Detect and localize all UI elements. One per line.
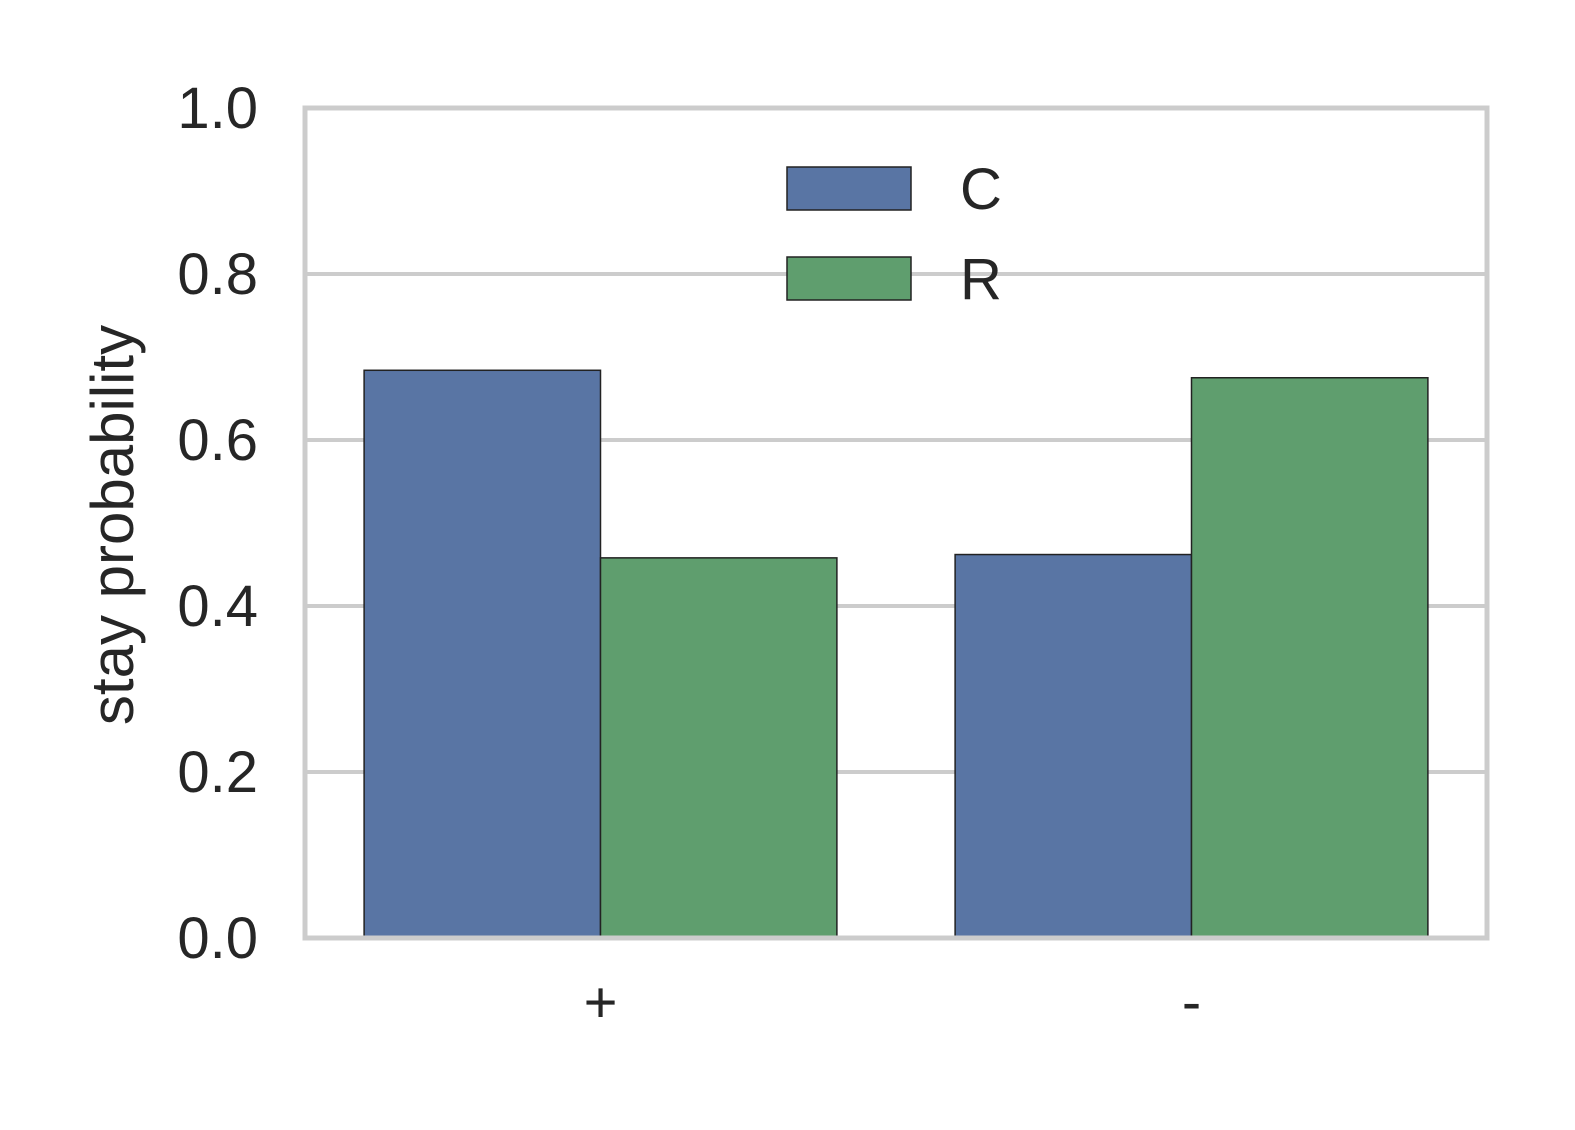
y-tick-label: 0.4: [177, 574, 258, 639]
x-tick-labels: + -: [584, 970, 1202, 1035]
bar-R-1: [1190, 377, 1429, 939]
legend-swatch-R: [786, 256, 912, 301]
bar-C-0: [363, 369, 602, 939]
legend-label-C: C: [960, 157, 1002, 222]
y-tick-label: 0.2: [177, 740, 258, 805]
y-axis-label: stay probability: [79, 325, 146, 725]
y-tick-labels: 0.0 0.2 0.4 0.6 0.8 1.0: [177, 76, 258, 971]
x-tick-label: -: [1182, 970, 1201, 1035]
y-tick-label: 1.0: [177, 76, 258, 141]
y-tick-label: 0.6: [177, 408, 258, 473]
legend-label-R: R: [960, 247, 1002, 312]
bar-R-0: [599, 557, 838, 939]
y-tick-label: 0.0: [177, 906, 258, 971]
y-tick-label: 0.8: [177, 242, 258, 307]
legend: CR: [786, 157, 1002, 312]
plot-frame: [302, 105, 1490, 941]
bar-C-1: [954, 553, 1193, 939]
bars: [363, 369, 1429, 939]
x-tick-label: +: [584, 970, 618, 1035]
legend-swatch-C: [786, 166, 912, 211]
